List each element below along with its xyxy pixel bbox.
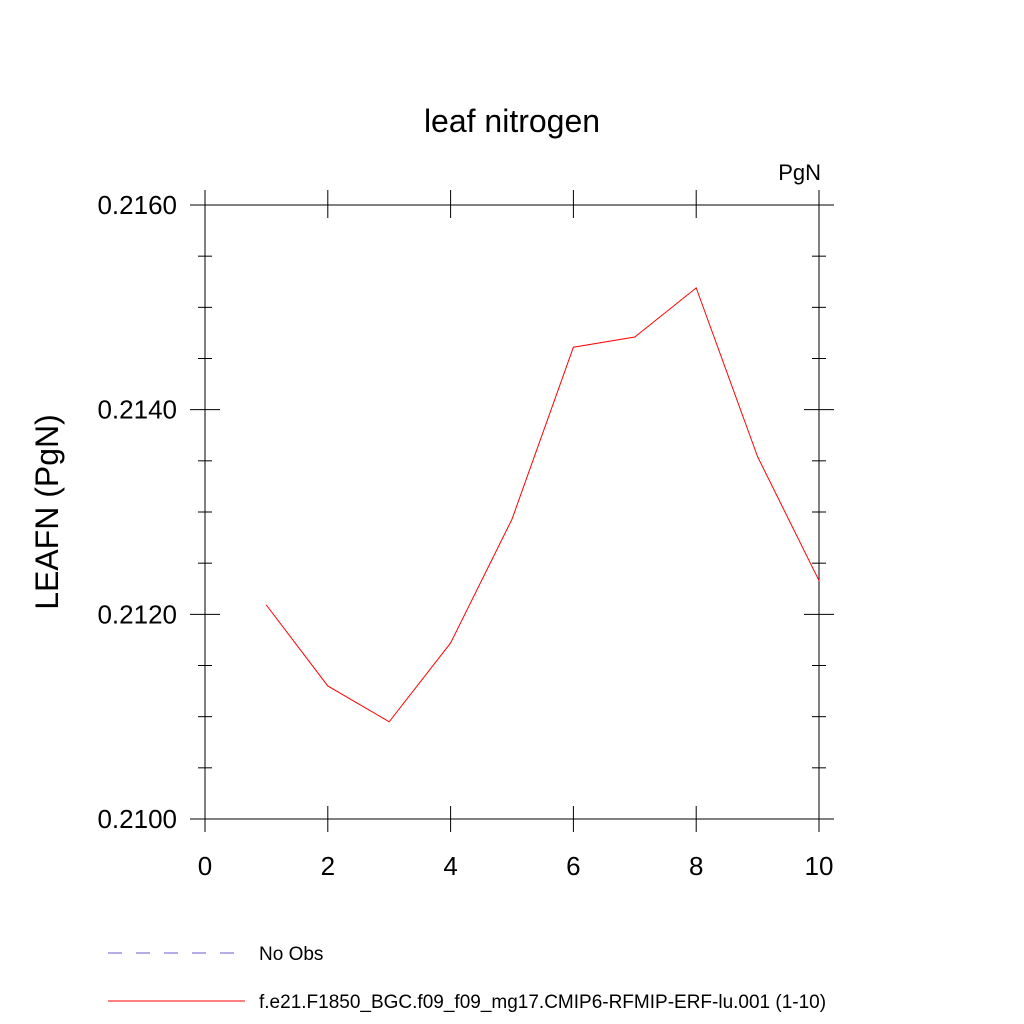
y-tick-label: 0.2140 — [97, 395, 177, 425]
data-point — [450, 642, 452, 644]
series-line — [266, 287, 820, 723]
units-label: PgN — [778, 160, 821, 185]
x-tick-label: 4 — [443, 851, 457, 881]
axis-ticks: 0 2 4 6 8 10 0.2100 0.2120 0.2140 0.2160 — [97, 190, 834, 881]
y-tick-label: 0.2100 — [97, 804, 177, 834]
legend-label-series: f.e21.F1850_BGC.f09_f09_mg17.CMIP6-RFMIP… — [259, 992, 826, 1013]
y-axis-label: LEAFN (PgN) — [29, 414, 65, 610]
x-tick-label: 0 — [198, 851, 212, 881]
data-point — [327, 685, 329, 687]
series-layer — [265, 287, 820, 723]
data-point — [634, 336, 636, 338]
x-tick-label: 8 — [689, 851, 703, 881]
data-point — [572, 346, 574, 348]
data-point — [757, 456, 759, 458]
legend-label-no-obs: No Obs — [259, 944, 323, 965]
y-tick-label: 0.2160 — [97, 190, 177, 220]
x-tick-label: 10 — [805, 851, 834, 881]
legend: No Obs f.e21.F1850_BGC.f09_f09_mg17.CMIP… — [108, 944, 826, 1013]
data-point — [265, 604, 267, 606]
data-point — [695, 287, 697, 289]
x-tick-label: 6 — [566, 851, 580, 881]
plot-frame — [204, 204, 820, 820]
x-tick-label: 2 — [321, 851, 335, 881]
y-tick-label: 0.2120 — [97, 599, 177, 629]
data-point — [511, 518, 513, 520]
chart-title: leaf nitrogen — [424, 103, 600, 139]
data-point — [388, 721, 390, 723]
data-point — [818, 580, 820, 582]
